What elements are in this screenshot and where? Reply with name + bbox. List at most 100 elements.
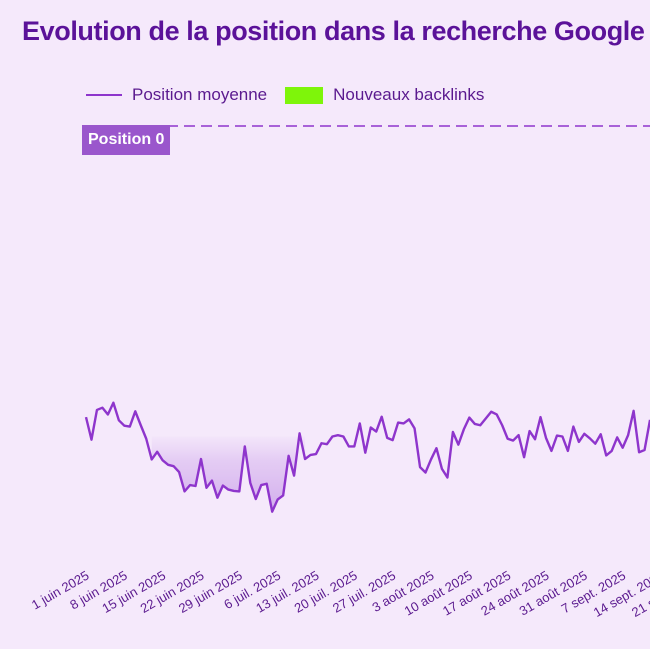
data-point[interactable] <box>560 434 565 439</box>
data-point[interactable] <box>522 455 527 460</box>
data-point[interactable] <box>144 436 149 441</box>
data-point[interactable] <box>368 425 373 430</box>
data-point[interactable] <box>335 433 340 438</box>
data-point[interactable] <box>166 462 171 467</box>
data-point[interactable] <box>313 452 318 457</box>
data-point[interactable] <box>199 457 204 462</box>
data-point[interactable] <box>472 421 477 426</box>
data-point[interactable] <box>642 448 647 453</box>
data-point[interactable] <box>604 453 609 458</box>
data-point[interactable] <box>319 441 324 446</box>
data-point[interactable] <box>84 415 89 420</box>
data-point[interactable] <box>231 488 236 493</box>
data-point[interactable] <box>242 444 247 449</box>
data-point[interactable] <box>533 437 538 442</box>
data-point[interactable] <box>281 493 286 498</box>
data-point[interactable] <box>297 431 302 436</box>
data-point[interactable] <box>341 434 346 439</box>
data-point[interactable] <box>270 509 275 514</box>
data-point[interactable] <box>100 405 105 410</box>
data-point[interactable] <box>587 436 592 441</box>
data-point[interactable] <box>500 423 505 428</box>
data-point[interactable] <box>226 487 231 492</box>
legend-item-position[interactable]: Position moyenne <box>86 85 267 105</box>
data-point[interactable] <box>237 489 242 494</box>
data-point[interactable] <box>461 427 466 432</box>
data-point[interactable] <box>133 409 138 414</box>
data-point[interactable] <box>127 424 132 429</box>
data-point[interactable] <box>456 442 461 447</box>
data-point[interactable] <box>138 423 143 428</box>
data-point[interactable] <box>478 423 483 428</box>
data-point[interactable] <box>423 470 428 475</box>
data-point[interactable] <box>308 452 313 457</box>
data-point[interactable] <box>286 453 291 458</box>
data-point[interactable] <box>177 470 182 475</box>
data-point[interactable] <box>264 481 269 486</box>
data-point[interactable] <box>412 426 417 431</box>
data-point[interactable] <box>434 446 439 451</box>
data-point[interactable] <box>193 484 198 489</box>
data-point[interactable] <box>346 444 351 449</box>
data-point[interactable] <box>259 483 264 488</box>
data-point[interactable] <box>330 434 335 439</box>
legend-item-backlinks[interactable]: Nouveaux backlinks <box>285 85 484 105</box>
data-point[interactable] <box>357 421 362 426</box>
data-point[interactable] <box>450 430 455 435</box>
data-point[interactable] <box>385 435 390 440</box>
data-point[interactable] <box>494 412 499 417</box>
data-point[interactable] <box>155 449 160 454</box>
data-point[interactable] <box>363 450 368 455</box>
data-point[interactable] <box>352 444 357 449</box>
data-point[interactable] <box>489 409 494 414</box>
data-point[interactable] <box>543 435 548 440</box>
data-point[interactable] <box>122 423 127 428</box>
data-point[interactable] <box>160 458 165 463</box>
data-point[interactable] <box>324 442 329 447</box>
data-point[interactable] <box>615 435 620 440</box>
data-point[interactable] <box>171 464 176 469</box>
data-point[interactable] <box>554 433 559 438</box>
data-point[interactable] <box>609 448 614 453</box>
data-point[interactable] <box>116 418 121 423</box>
data-point[interactable] <box>105 412 110 417</box>
data-point[interactable] <box>111 400 116 405</box>
data-point[interactable] <box>220 483 225 488</box>
data-point[interactable] <box>593 441 598 446</box>
data-point[interactable] <box>94 407 99 412</box>
data-point[interactable] <box>407 417 412 422</box>
data-point[interactable] <box>182 489 187 494</box>
data-point[interactable] <box>204 485 209 490</box>
data-point[interactable] <box>571 424 576 429</box>
data-point[interactable] <box>374 429 379 434</box>
data-point[interactable] <box>516 433 521 438</box>
data-point[interactable] <box>428 457 433 462</box>
data-point[interactable] <box>467 415 472 420</box>
data-point[interactable] <box>401 421 406 426</box>
data-point[interactable] <box>188 483 193 488</box>
data-point[interactable] <box>149 457 154 462</box>
data-point[interactable] <box>576 439 581 444</box>
data-point[interactable] <box>379 414 384 419</box>
data-point[interactable] <box>439 466 444 471</box>
data-point[interactable] <box>209 478 214 483</box>
data-point[interactable] <box>253 497 258 502</box>
data-point[interactable] <box>445 475 450 480</box>
data-point[interactable] <box>631 408 636 413</box>
data-point[interactable] <box>89 437 94 442</box>
data-point[interactable] <box>582 431 587 436</box>
data-point[interactable] <box>511 438 516 443</box>
data-point[interactable] <box>598 432 603 437</box>
data-point[interactable] <box>538 415 543 420</box>
data-point[interactable] <box>549 448 554 453</box>
data-point[interactable] <box>418 465 423 470</box>
data-point[interactable] <box>565 448 570 453</box>
data-point[interactable] <box>527 429 532 434</box>
data-point[interactable] <box>248 480 253 485</box>
data-point[interactable] <box>303 457 308 462</box>
data-point[interactable] <box>637 450 642 455</box>
data-point[interactable] <box>620 445 625 450</box>
data-point[interactable] <box>396 420 401 425</box>
data-point[interactable] <box>483 416 488 421</box>
data-point[interactable] <box>275 497 280 502</box>
